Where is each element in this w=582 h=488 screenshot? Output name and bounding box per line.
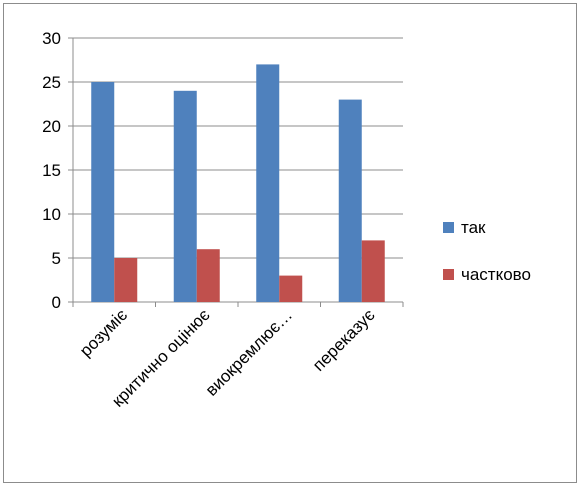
bar-chastkovo xyxy=(114,258,138,302)
bar-chastkovo xyxy=(279,275,303,302)
y-tick-labels: 0 5 10 15 20 25 30 xyxy=(42,29,61,312)
y-tick-label: 25 xyxy=(42,73,61,92)
x-tick-label: виокремлює… xyxy=(202,305,296,399)
bar-tak xyxy=(256,64,280,303)
legend-label: частково xyxy=(461,265,531,284)
x-tick-label: розуміє xyxy=(76,305,131,360)
bar-tak xyxy=(338,99,362,302)
legend-swatch xyxy=(443,269,454,280)
y-tick-label: 30 xyxy=(42,29,61,48)
bar-tak xyxy=(173,90,197,302)
bar-chastkovo xyxy=(196,249,220,302)
y-tick-label: 20 xyxy=(42,117,61,136)
y-tick-label: 15 xyxy=(42,161,61,180)
legend-label: так xyxy=(461,218,486,237)
bar-chastkovo xyxy=(361,240,385,302)
x-tick-label: переказує xyxy=(309,305,379,375)
legend-swatch xyxy=(443,222,454,233)
axes xyxy=(68,37,404,307)
bar-tak xyxy=(91,82,115,302)
y-tick-label: 10 xyxy=(42,205,61,224)
y-tick-label: 5 xyxy=(52,249,61,268)
legend: так частково xyxy=(443,218,531,284)
bars xyxy=(91,64,385,303)
y-tick-label: 0 xyxy=(52,293,61,312)
